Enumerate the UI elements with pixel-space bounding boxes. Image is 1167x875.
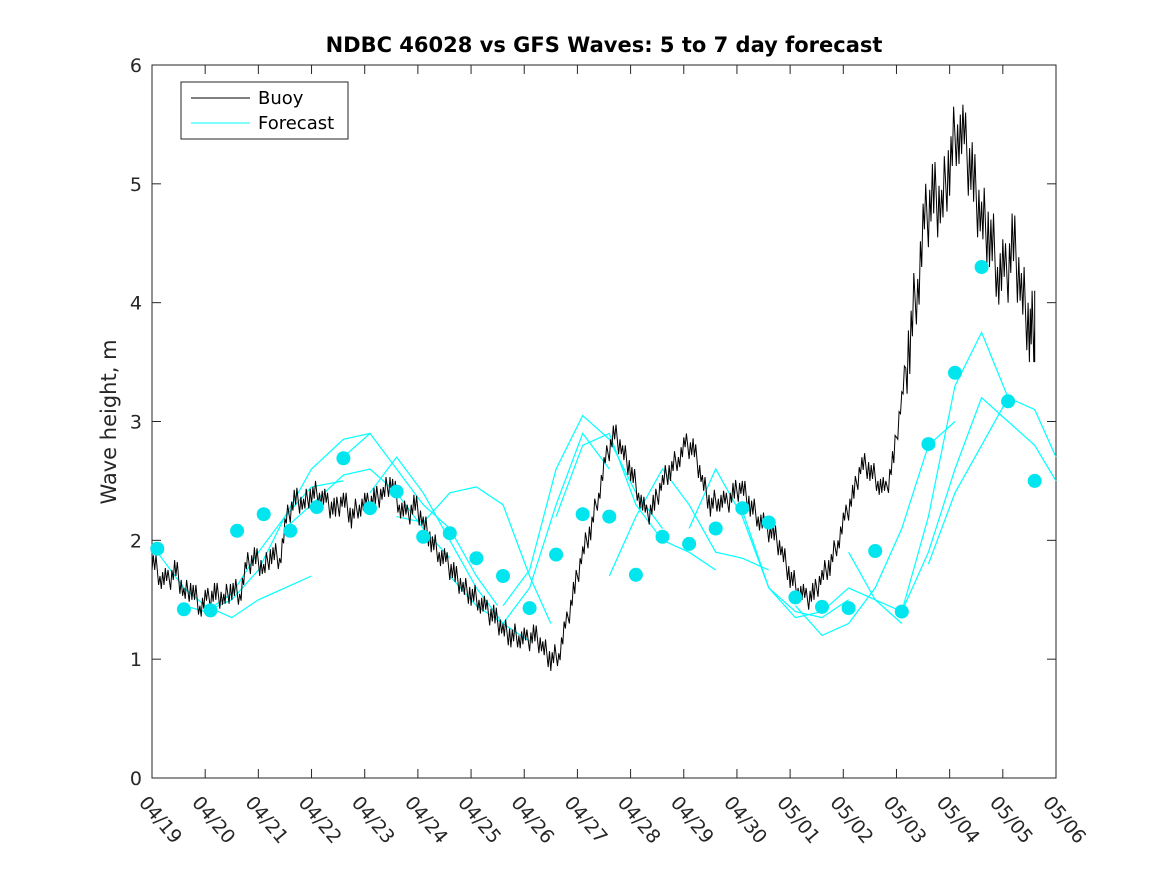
x-tick-label: 04/21: [241, 792, 293, 848]
x-tick-label: 04/24: [400, 792, 452, 848]
forecast-marker: [203, 603, 218, 618]
forecast-marker: [336, 451, 351, 466]
forecast-line: [502, 414, 663, 607]
forecast-line: [848, 330, 1009, 613]
forecast-line: [449, 432, 610, 625]
forecast-marker: [256, 507, 271, 522]
forecast-marker: [761, 515, 776, 530]
x-tick-label: 04/23: [347, 792, 399, 848]
x-tick-label: 05/02: [825, 792, 877, 848]
y-tick-label: 6: [130, 55, 142, 77]
forecast-marker: [1001, 394, 1016, 409]
forecast-marker: [628, 567, 643, 582]
forecast-marker: [815, 599, 829, 614]
y-tick-label: 3: [130, 412, 142, 434]
forecast-marker: [868, 544, 883, 558]
y-tick-label: 0: [130, 768, 142, 790]
forecast-line: [608, 467, 770, 577]
x-tick-label: 04/28: [613, 792, 665, 848]
x-tick-label: 04/22: [294, 792, 346, 848]
x-tick-label: 04/19: [134, 792, 186, 848]
chart-title: NDBC 46028 vs GFS Waves: 5 to 7 day fore…: [326, 33, 883, 57]
x-tick-label: 05/06: [1038, 792, 1090, 848]
x-tick-label: 05/01: [772, 792, 824, 848]
forecast-line: [927, 396, 1057, 565]
forecast-marker: [735, 501, 750, 516]
forecast-marker: [309, 500, 324, 515]
legend-box: [180, 81, 349, 140]
forecast-marker: [522, 601, 537, 616]
forecast-marker: [921, 437, 936, 452]
forecast-marker: [655, 529, 670, 544]
forecast-marker: [496, 569, 510, 583]
y-tick-label: 1: [130, 649, 142, 671]
forecast-marker: [708, 521, 723, 536]
forecast-marker: [788, 590, 803, 605]
forecast-marker: [176, 602, 191, 617]
forecast-marker: [150, 541, 165, 556]
y-axis-label: Wave height, m: [97, 339, 121, 504]
x-tick-label: 04/26: [506, 792, 558, 848]
series-layer: [150, 104, 1057, 672]
x-tick-label: 04/30: [719, 792, 771, 848]
x-tick-label: 05/04: [932, 792, 984, 848]
y-tick-label: 4: [130, 293, 142, 315]
x-tick-label: 04/27: [560, 792, 612, 848]
forecast-marker: [575, 507, 590, 522]
forecast-line: [555, 432, 717, 571]
forecast-marker: [469, 551, 484, 566]
forecast-marker: [1027, 473, 1042, 488]
forecast-marker: [416, 529, 431, 544]
forecast-line: [396, 486, 552, 624]
forecast-line: [343, 432, 499, 607]
x-tick-label: 04/25: [453, 792, 505, 848]
forecast-marker: [283, 523, 298, 538]
y-tick-label: 5: [130, 174, 142, 196]
forecast-line: [901, 396, 1057, 612]
forecast-marker: [442, 526, 457, 541]
x-tick-label: 05/03: [879, 792, 931, 848]
forecast-marker: [549, 547, 564, 562]
legend: Buoy Forecast: [180, 81, 349, 140]
forecast-marker: [230, 523, 245, 538]
plot-area: [151, 64, 1057, 779]
forecast-marker: [682, 536, 697, 551]
x-tick-label: 05/05: [985, 792, 1037, 848]
legend-forecast-label: Forecast: [258, 113, 334, 134]
forecast-marker: [894, 604, 909, 619]
buoy-line: [151, 104, 1036, 672]
forecast-marker: [841, 601, 856, 616]
x-tick-label: 04/20: [187, 792, 239, 848]
legend-buoy-label: Buoy: [258, 88, 304, 109]
forecast-marker: [363, 501, 377, 516]
forecast-marker: [974, 260, 989, 274]
forecast-marker: [948, 365, 962, 380]
x-tick-label: 04/29: [666, 792, 718, 848]
y-tick-label: 2: [130, 530, 142, 552]
forecast-marker: [389, 484, 404, 499]
forecast-marker: [602, 509, 617, 524]
